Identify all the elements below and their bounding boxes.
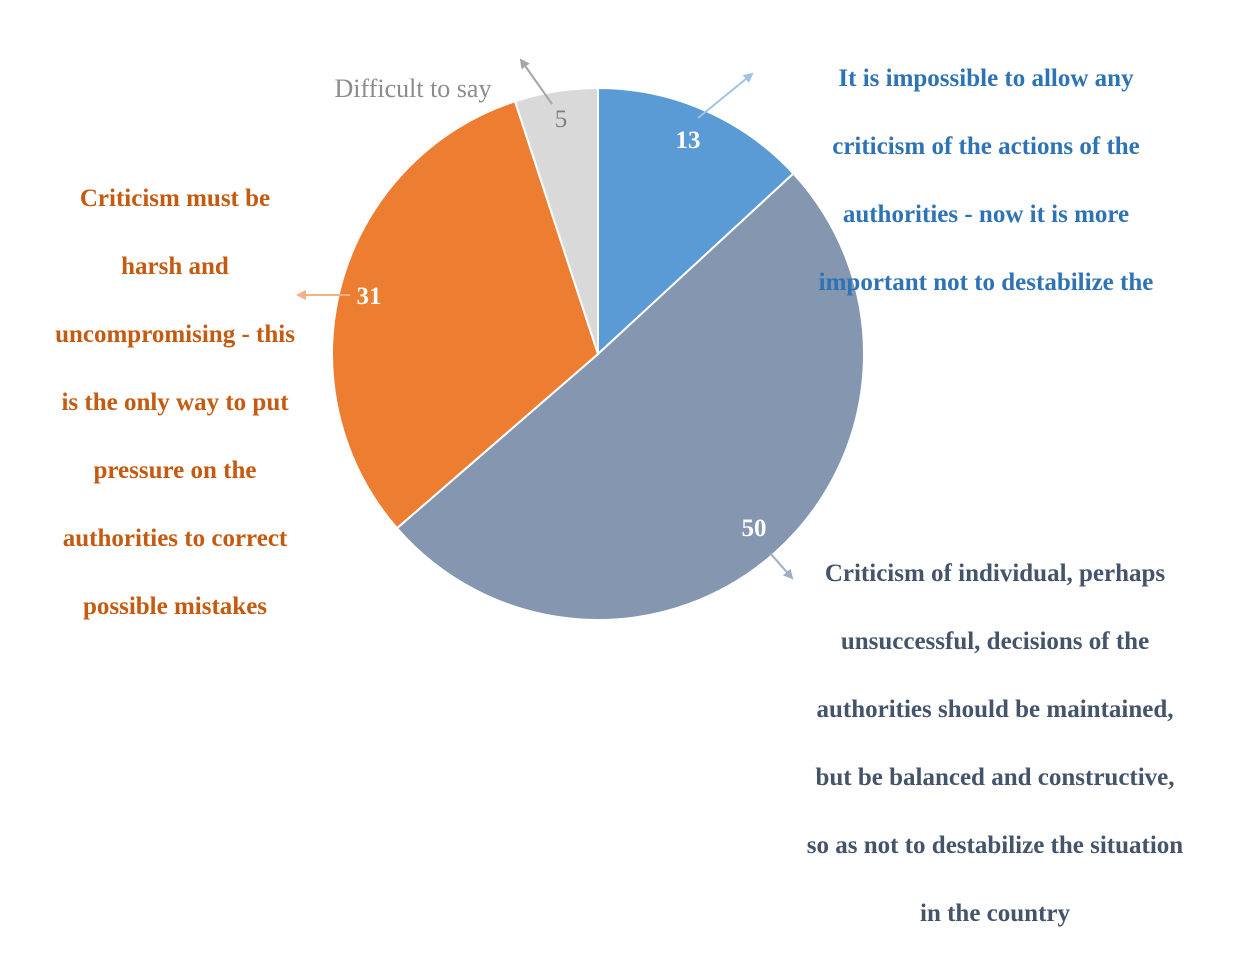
slice-label-line: unsuccessful, decisions of the — [840, 628, 1150, 655]
pie-slices — [331, 86, 865, 622]
arrow-impossible — [697, 72, 754, 119]
slice-label-line: in the country — [920, 900, 1070, 927]
slice-label-line: authorities to correct — [62, 525, 288, 552]
slice-label-line: possible mistakes — [82, 593, 268, 620]
pie-slice-difficult — [513, 86, 599, 355]
slice-label-line: pressure on the — [93, 457, 257, 484]
leader-arrows — [296, 58, 794, 580]
slice-label-line: harsh and — [121, 253, 229, 280]
slice-label-line: It is impossible to allow any — [838, 65, 1134, 92]
value-label-harsh: 31 — [357, 283, 382, 310]
value-label-difficult: 5 — [555, 106, 568, 133]
pie-chart: 13 50 31 5 — [296, 58, 865, 622]
slice-label-line: so as not to destabilize the situation — [806, 832, 1184, 859]
slice-label-line: Criticism of individual, perhaps — [824, 560, 1166, 587]
slice-label-line: Difficult to say — [334, 74, 492, 103]
slice-label-harsh: Criticism must be harsh and uncompromisi… — [20, 148, 330, 658]
pie-slice-criticism-individual — [395, 172, 865, 622]
slice-label-line: Criticism must be — [79, 185, 271, 212]
slice-label-line: is the only way to put — [61, 389, 289, 416]
slice-label-line: criticism of the actions of the — [832, 133, 1140, 160]
value-label-impossible: 13 — [676, 127, 701, 154]
slice-label-criticism-individual: Criticism of individual, perhaps unsucce… — [760, 523, 1230, 965]
arrow-difficult — [519, 58, 553, 105]
pie-slice-impossible — [597, 86, 795, 357]
arrow-criticism-individual — [769, 552, 794, 580]
value-labels: 13 50 31 5 — [357, 106, 767, 542]
pie-slice-harsh — [331, 100, 600, 530]
slice-label-line: but be balanced and constructive, — [815, 764, 1175, 791]
slice-label-impossible: It is impossible to allow any criticism … — [770, 28, 1202, 334]
slice-label-line: authorities - now it is more — [842, 201, 1130, 228]
slice-label-difficult: Difficult to say — [300, 38, 526, 140]
slice-label-line: uncompromising - this — [55, 321, 295, 348]
slice-label-line: important not to destabilize the — [818, 269, 1154, 296]
slice-label-line: authorities should be maintained, — [816, 696, 1174, 723]
value-label-criticism-individual: 50 — [742, 515, 767, 542]
